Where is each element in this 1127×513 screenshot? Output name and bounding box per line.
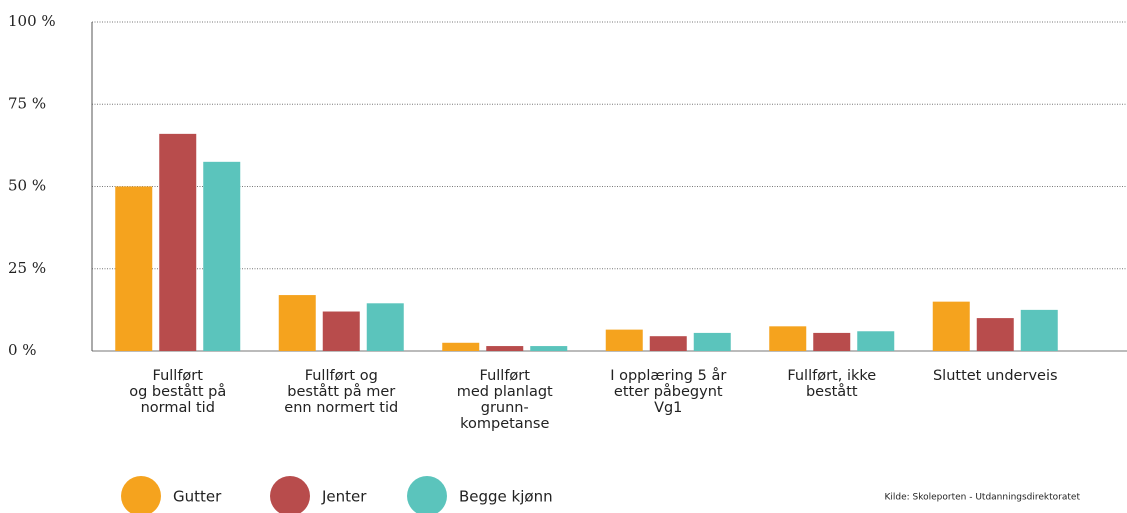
legend-swatch [121, 476, 161, 513]
bar [976, 318, 1014, 351]
legend-label: Begge kjønn [459, 488, 553, 506]
x-tick-label: Fullført og bestått på normal tid [129, 368, 227, 416]
bar [857, 331, 895, 351]
bar [203, 161, 241, 351]
bar [932, 301, 970, 351]
bar [159, 133, 197, 351]
bar [366, 303, 404, 351]
bar [278, 295, 316, 351]
bar [530, 346, 568, 351]
legend-swatch [270, 476, 310, 513]
x-tick-label: Sluttet underveis [932, 368, 1058, 384]
bar [115, 186, 153, 351]
bar [486, 346, 524, 351]
bar [769, 326, 807, 351]
y-tick-label: 25 % [8, 259, 46, 277]
source: Kilde: Skoleporten - Utdanningsdirektora… [884, 493, 1080, 503]
y-tick-label: 100 % [8, 12, 56, 30]
legend-label: Gutter [173, 488, 222, 506]
y-tick-label: 75 % [8, 94, 46, 112]
bar [649, 336, 687, 351]
x-tick-label: Fullført og bestått på mer enn normert t… [284, 368, 399, 416]
y-tick-label: 50 % [8, 177, 46, 195]
bar [322, 311, 360, 351]
x-tick-label: Fullført med planlagt grunn- kompetanse [456, 368, 553, 432]
bar [1020, 309, 1058, 351]
x-tick-label: Fullført, ikke bestått [787, 368, 877, 400]
bar [693, 332, 731, 351]
bar [442, 342, 480, 351]
y-tick-label: 0 % [8, 341, 37, 359]
x-tick-label: I opplæring 5 år etter påbegynt Vg1 [610, 368, 727, 416]
legend-swatch [407, 476, 447, 513]
bar [813, 332, 851, 351]
bar [605, 329, 643, 351]
legend-label: Jenter [321, 488, 367, 506]
